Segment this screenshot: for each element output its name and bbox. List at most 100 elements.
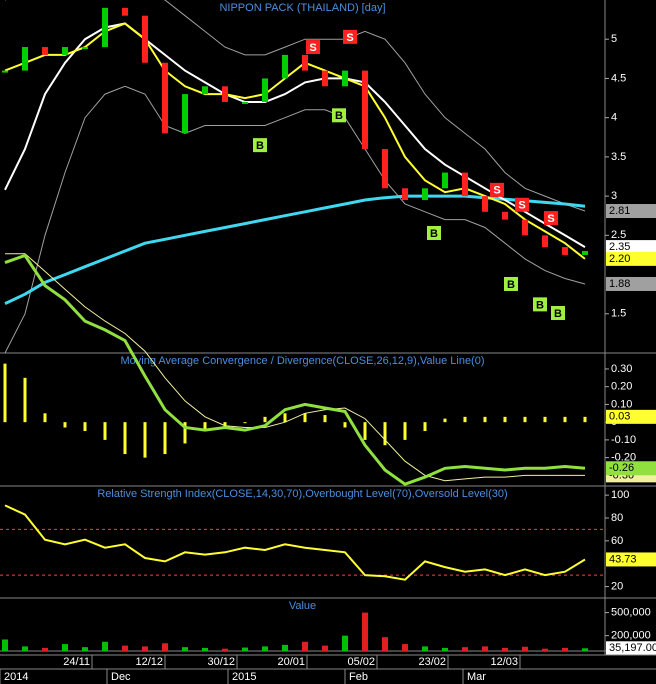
month-label: 2015 [232,671,256,683]
signal-marker [306,40,320,55]
candle [82,47,88,50]
month-label: Dec [111,671,131,683]
histogram-bar [403,422,407,440]
histogram-bar [243,422,247,424]
volume-bar [182,647,188,651]
histogram-bar [83,422,87,432]
y-tick-label: 200,000 [611,630,651,642]
last-value-label: 2.20 [609,253,630,265]
volume-bar [62,644,68,651]
candle [162,62,168,134]
histogram-bar [583,416,587,423]
candle [202,86,208,95]
volume-bar [462,647,468,651]
histogram-bar [563,416,567,423]
last-value-box [606,240,656,255]
x-tick-label: 23/02 [418,656,446,668]
signal-label: B [554,308,562,320]
volume-bar [122,645,128,651]
plot-area [3,253,587,486]
last-value-box [606,461,656,476]
candle [282,54,288,79]
candle [22,47,28,71]
last-value-label: 43.73 [609,553,637,565]
histogram-bar [43,413,47,423]
last-value-box [606,204,656,219]
volume-bar [262,646,268,651]
histogram-bar [483,416,487,423]
candle [482,196,488,212]
volume-bar [2,639,8,651]
candle [402,188,408,201]
histogram-bar [423,422,427,432]
candle [62,47,68,55]
last-value-box [606,641,656,656]
candle [462,172,468,197]
last-value-label: 35,197.00 [609,642,656,654]
y-tick-label: 3 [611,190,617,202]
histogram-bar [3,363,7,423]
y-tick-label: 100 [611,489,629,501]
volume-bar [422,646,428,651]
last-value-box [606,276,656,291]
candle [382,149,388,189]
candle [2,70,8,73]
y-tick-label: 5 [611,33,617,45]
month-label: Feb [349,671,368,683]
y-tick-label: 4.5 [611,72,626,84]
volume-bar [322,645,328,651]
volume-bar [482,646,488,651]
volume-bar [162,643,168,651]
signal-marker [515,197,529,212]
histogram-bar [123,422,127,455]
x-tick-label: 12/12 [135,656,163,668]
y-tick-label: -0.20 [611,452,636,464]
volume-bar [42,647,48,651]
line [4,22,586,248]
histogram-bar [383,422,387,446]
month-label: Mar [467,671,486,683]
candle [362,70,368,150]
histogram-bar [443,418,447,423]
y-tick-label: 0.10 [611,398,632,410]
month-label: 2014 [4,671,28,683]
histogram-bar [183,422,187,444]
volume-bar [542,648,548,651]
candle [222,86,228,102]
signal-label: B [507,279,515,291]
signal-marker [533,297,547,312]
candle [562,247,568,255]
volume-bar [142,646,148,651]
signal-label: S [346,32,353,44]
panel-title: Moving Average Convergence / Divergence(… [120,355,484,367]
signal-marker [253,138,267,153]
x-tick-label: 20/01 [277,656,305,668]
candle [582,251,588,255]
y-tick-label: -0.10 [611,434,636,446]
histogram-bar [203,422,207,432]
line [4,253,586,486]
x-tick-label: 05/02 [347,656,375,668]
panel-title: NIPPON PACK (THAILAND) [day] [219,2,385,14]
candle [102,7,108,48]
signal-marker [427,225,441,240]
signal-marker [544,211,558,226]
volume-bar [442,647,448,651]
histogram-bar [263,416,267,423]
volume-bar [522,646,528,651]
histogram-bar [63,422,67,428]
volume-bar [502,647,508,651]
histogram-bar [303,413,307,423]
histogram-bar [283,413,287,423]
signal-label: B [256,140,264,152]
volume-bar [102,641,108,651]
x-tick-label: 12/03 [490,656,518,668]
plot-area [0,504,605,581]
signal-label: B [536,299,544,311]
histogram-bar [23,377,27,423]
y-tick-label: 0.30 [611,363,632,375]
